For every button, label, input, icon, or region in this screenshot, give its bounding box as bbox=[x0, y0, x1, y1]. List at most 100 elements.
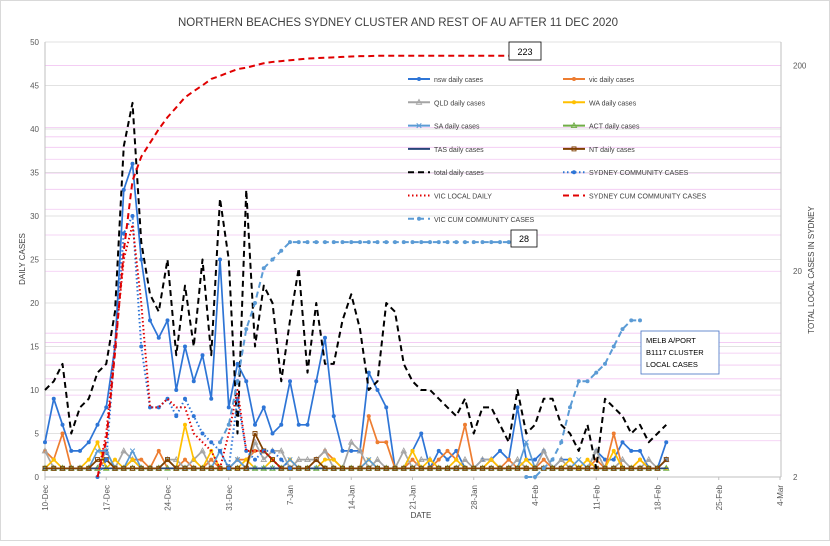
data-point bbox=[454, 240, 459, 245]
data-point bbox=[121, 231, 126, 236]
legend-item: vic daily cases bbox=[563, 77, 635, 84]
data-point bbox=[514, 455, 521, 463]
data-point bbox=[148, 318, 152, 323]
data-point bbox=[436, 240, 441, 245]
y-tick-label: 10 bbox=[30, 386, 39, 395]
data-point bbox=[209, 457, 214, 462]
data-point bbox=[570, 121, 578, 129]
legend-item: SA daily cases bbox=[408, 122, 480, 131]
data-point bbox=[270, 457, 275, 463]
data-point bbox=[480, 240, 485, 245]
x-tick-label: 4-Feb bbox=[531, 484, 540, 505]
data-point bbox=[427, 465, 433, 471]
data-point bbox=[183, 457, 187, 462]
data-point bbox=[418, 465, 424, 471]
data-point bbox=[156, 465, 162, 471]
data-point bbox=[419, 240, 424, 245]
y-tick-label: 5 bbox=[35, 430, 40, 439]
data-point bbox=[489, 240, 494, 245]
data-point bbox=[296, 465, 302, 471]
data-point bbox=[165, 457, 170, 463]
callout-layer: 223 28 MELB A/PORT B1117 CLUSTER LOCAL CASES bbox=[508, 41, 720, 375]
data-point bbox=[611, 431, 616, 436]
y-tick-label: 30 bbox=[30, 212, 39, 221]
data-point bbox=[572, 170, 576, 175]
data-point bbox=[357, 465, 363, 471]
data-point bbox=[479, 455, 486, 463]
data-point bbox=[43, 440, 47, 445]
data-point bbox=[506, 457, 511, 462]
data-point bbox=[611, 448, 616, 453]
data-point bbox=[209, 396, 214, 401]
data-point bbox=[393, 240, 397, 245]
legend-item: nsw daily cases bbox=[408, 77, 484, 84]
series-line bbox=[526, 319, 640, 478]
data-point bbox=[270, 431, 275, 436]
data-point bbox=[445, 448, 450, 453]
data-point bbox=[471, 240, 476, 245]
data-point bbox=[191, 414, 196, 419]
x-tick-label: 28-Jan bbox=[470, 485, 479, 509]
data-point bbox=[279, 248, 284, 253]
data-point bbox=[60, 431, 65, 436]
data-point bbox=[488, 465, 494, 471]
legend-label: WA daily cases bbox=[589, 100, 637, 107]
data-point bbox=[183, 344, 187, 349]
data-point bbox=[200, 353, 205, 358]
data-point bbox=[375, 465, 380, 471]
data-point bbox=[576, 379, 581, 384]
data-point bbox=[270, 448, 275, 453]
x-tick-label: 14-Jan bbox=[347, 485, 356, 509]
legend-item: SYDNEY COMMUNITY CASES bbox=[563, 170, 689, 177]
legend-layer: nsw daily cases vic daily cases QLD daily … bbox=[408, 77, 707, 224]
data-point bbox=[417, 77, 421, 81]
data-point bbox=[121, 465, 127, 471]
data-point bbox=[611, 465, 617, 471]
data-point bbox=[278, 465, 284, 471]
data-point bbox=[173, 465, 179, 471]
data-point bbox=[253, 422, 257, 427]
data-point bbox=[78, 448, 82, 453]
x-tick-label: 17-Dec bbox=[102, 485, 111, 511]
data-point bbox=[603, 457, 607, 462]
data-point bbox=[288, 379, 292, 384]
legend-label: QLD daily cases bbox=[434, 100, 485, 107]
data-point bbox=[304, 455, 311, 463]
legend-label: VIC CUM COMMUNITY CASES bbox=[434, 217, 535, 224]
data-point bbox=[130, 161, 135, 166]
data-point bbox=[401, 465, 407, 471]
data-point bbox=[253, 457, 257, 462]
data-point bbox=[208, 465, 214, 471]
x-tick-label: 31-Dec bbox=[225, 485, 234, 511]
data-point bbox=[323, 457, 327, 462]
data-point bbox=[576, 465, 582, 471]
data-point bbox=[638, 457, 642, 462]
series-line bbox=[45, 432, 667, 470]
data-point bbox=[533, 457, 537, 462]
data-point bbox=[156, 448, 161, 453]
data-point bbox=[489, 457, 494, 462]
data-point bbox=[629, 318, 634, 323]
data-point bbox=[314, 240, 319, 245]
data-point bbox=[454, 457, 459, 462]
data-point bbox=[410, 465, 415, 471]
x-tick-label: 10-Dec bbox=[41, 485, 50, 511]
legend-label: TAS daily cases bbox=[434, 147, 484, 154]
data-point bbox=[243, 465, 249, 471]
data-point bbox=[252, 431, 258, 436]
series-line bbox=[96, 223, 282, 478]
y2-tick-label: 20 bbox=[793, 267, 802, 276]
data-point bbox=[235, 465, 240, 471]
data-point bbox=[51, 465, 57, 471]
data-point bbox=[253, 301, 257, 305]
data-point bbox=[244, 379, 249, 384]
data-point bbox=[375, 440, 380, 445]
data-point bbox=[323, 335, 327, 340]
y-tick-label: 35 bbox=[30, 169, 39, 178]
data-point bbox=[392, 465, 398, 471]
data-point bbox=[374, 455, 381, 463]
data-point bbox=[638, 318, 642, 323]
data-point bbox=[95, 457, 100, 463]
data-point bbox=[60, 465, 65, 471]
